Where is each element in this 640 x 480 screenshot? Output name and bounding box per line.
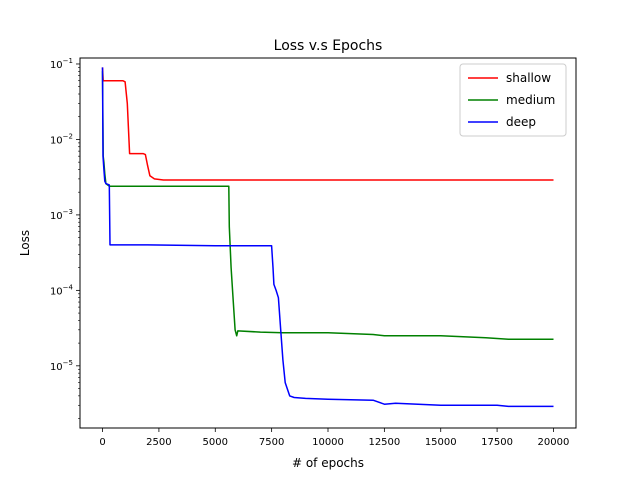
x-tick-label: 7500 xyxy=(259,437,284,448)
x-tick-label: 5000 xyxy=(203,437,228,448)
legend-label: deep xyxy=(506,115,536,129)
y-axis-label: Loss xyxy=(18,230,32,256)
y-tick-base: 10 xyxy=(50,135,63,146)
series-line-deep xyxy=(101,67,554,408)
x-tick-label: 12500 xyxy=(368,437,400,448)
x-tick-label: 15000 xyxy=(425,437,457,448)
chart-title: Loss v.s Epochs xyxy=(274,38,383,54)
x-axis: 0 2500 5000 7500 10000 12500 15000 17500 20000 xyxy=(99,428,569,448)
y-tick-label: 10−3 xyxy=(50,208,73,222)
x-tick-label: 0 xyxy=(99,437,105,448)
y-tick-exponent: −3 xyxy=(63,208,73,216)
x-axis-label: # of epochs xyxy=(292,456,364,470)
x-tick-label: 17500 xyxy=(481,437,513,448)
plot-area xyxy=(101,67,554,408)
series-line-medium xyxy=(101,71,554,340)
legend-box xyxy=(459,63,567,137)
y-tick-base: 10 xyxy=(50,286,63,297)
y-tick-base: 10 xyxy=(50,211,63,222)
y-tick-label: 10−1 xyxy=(50,57,73,71)
legend: shallow medium deep xyxy=(459,63,567,137)
y-tick-label: 10−5 xyxy=(50,359,73,373)
y-tick-exponent: −4 xyxy=(63,283,74,291)
y-tick-exponent: −5 xyxy=(63,359,73,367)
x-tick-label: 10000 xyxy=(312,437,344,448)
legend-label: medium xyxy=(506,93,555,107)
x-tick-label: 2500 xyxy=(146,437,171,448)
legend-label: shallow xyxy=(506,71,551,85)
series-line-shallow xyxy=(101,67,554,181)
y-tick-exponent: −2 xyxy=(63,132,73,140)
y-tick-base: 10 xyxy=(50,362,63,373)
y-axis: 10−510−410−310−210−1 xyxy=(50,57,80,419)
y-tick-label: 10−2 xyxy=(50,132,73,146)
y-tick-base: 10 xyxy=(50,60,63,71)
x-tick-label: 20000 xyxy=(538,437,570,448)
y-tick-exponent: −1 xyxy=(63,57,73,65)
y-tick-label: 10−4 xyxy=(50,283,74,297)
